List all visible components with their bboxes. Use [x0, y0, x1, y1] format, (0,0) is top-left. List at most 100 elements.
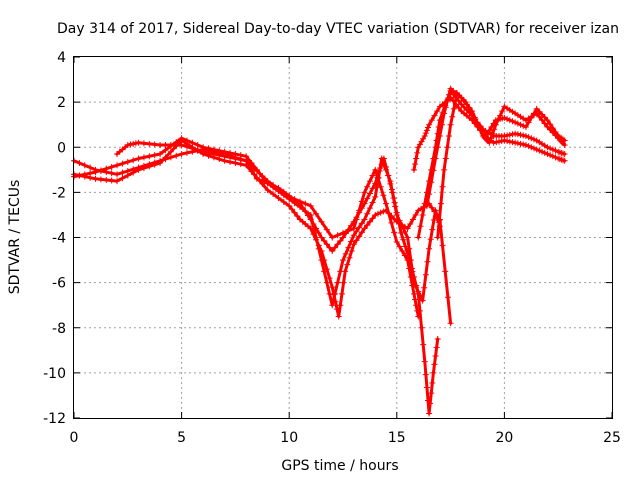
- chart-title: Day 314 of 2017, Sidereal Day-to-day VTE…: [57, 21, 619, 37]
- data-point: [432, 155, 439, 162]
- data-point: [162, 154, 169, 161]
- data-point: [406, 265, 413, 272]
- data-point: [243, 157, 250, 164]
- data-point: [465, 104, 472, 111]
- data-point: [162, 147, 169, 154]
- x-tick-label: 10: [280, 430, 298, 446]
- data-point: [348, 248, 355, 255]
- data-point: [167, 141, 174, 148]
- data-point: [103, 176, 110, 183]
- data-point: [127, 141, 134, 148]
- data-point: [539, 148, 546, 155]
- data-point: [520, 122, 527, 129]
- data-point: [391, 215, 398, 222]
- y-tick-label: -8: [52, 321, 66, 337]
- data-point: [345, 244, 352, 251]
- data-point: [506, 117, 513, 124]
- data-point: [334, 232, 341, 239]
- data-point: [461, 104, 468, 111]
- data-point: [377, 209, 384, 216]
- data-point: [539, 111, 546, 118]
- data-point: [294, 213, 301, 220]
- data-point: [431, 361, 438, 368]
- data-point: [415, 288, 422, 295]
- data-point: [353, 237, 360, 244]
- data-point: [406, 245, 413, 252]
- data-point: [486, 127, 493, 134]
- data-point: [514, 120, 521, 127]
- data-point: [425, 124, 432, 131]
- data-point: [423, 384, 430, 391]
- data-point: [157, 141, 164, 148]
- y-tick-label: -12: [43, 411, 66, 427]
- data-point: [409, 216, 416, 223]
- data-point: [439, 242, 446, 249]
- data-point: [130, 157, 137, 164]
- data-point: [366, 205, 373, 212]
- data-point: [350, 232, 357, 239]
- data-point: [432, 352, 439, 359]
- data-point: [334, 306, 341, 313]
- data-point: [346, 254, 353, 261]
- y-tick-label: 2: [57, 95, 66, 111]
- data-point: [530, 145, 537, 152]
- data-point: [541, 149, 548, 156]
- data-point: [533, 105, 540, 112]
- x-tick-label: 15: [388, 430, 406, 446]
- data-point: [358, 220, 365, 227]
- data-point: [329, 302, 336, 309]
- data-point: [447, 320, 454, 327]
- data-point: [130, 140, 137, 147]
- data-point: [417, 223, 424, 230]
- data-point: [412, 161, 419, 168]
- data-point: [146, 163, 153, 170]
- data-point: [340, 229, 346, 236]
- data-point: [205, 149, 212, 156]
- data-point: [514, 131, 521, 138]
- data-point: [549, 153, 556, 160]
- data-point: [369, 185, 376, 192]
- data-point: [353, 216, 360, 223]
- data-point: [130, 169, 137, 176]
- data-point: [426, 191, 433, 198]
- data-point: [178, 141, 185, 148]
- data-point: [216, 152, 223, 159]
- data-point: [151, 161, 158, 168]
- data-point: [442, 155, 449, 162]
- data-point: [280, 198, 287, 205]
- data-point: [552, 129, 559, 136]
- data-point: [412, 296, 419, 303]
- data-point: [427, 236, 434, 243]
- x-tick-label: 0: [70, 430, 79, 446]
- data-point: [119, 169, 126, 176]
- data-point: [338, 290, 345, 297]
- data-point: [544, 151, 551, 158]
- data-point: [358, 198, 365, 205]
- data-point: [504, 138, 511, 145]
- data-point: [387, 178, 394, 185]
- series-track-1: [72, 148, 440, 415]
- data-point: [528, 144, 535, 151]
- data-point: [421, 358, 428, 365]
- data-point: [151, 152, 158, 159]
- data-point: [547, 152, 554, 159]
- data-point: [356, 224, 363, 231]
- data-point: [194, 141, 201, 148]
- data-point: [248, 168, 255, 175]
- data-point: [434, 234, 441, 241]
- data-point: [487, 135, 494, 142]
- data-point: [200, 148, 207, 155]
- series-track-3: [72, 136, 442, 307]
- data-point: [388, 186, 395, 193]
- data-point: [391, 229, 398, 236]
- data-point: [348, 222, 355, 229]
- data-point: [313, 210, 320, 217]
- data-point: [369, 172, 376, 179]
- data-point: [318, 218, 325, 225]
- data-point: [407, 273, 414, 280]
- data-point: [498, 138, 505, 145]
- data-point: [428, 179, 435, 186]
- data-point: [345, 227, 352, 234]
- data-point: [514, 140, 521, 147]
- data-point: [323, 279, 330, 286]
